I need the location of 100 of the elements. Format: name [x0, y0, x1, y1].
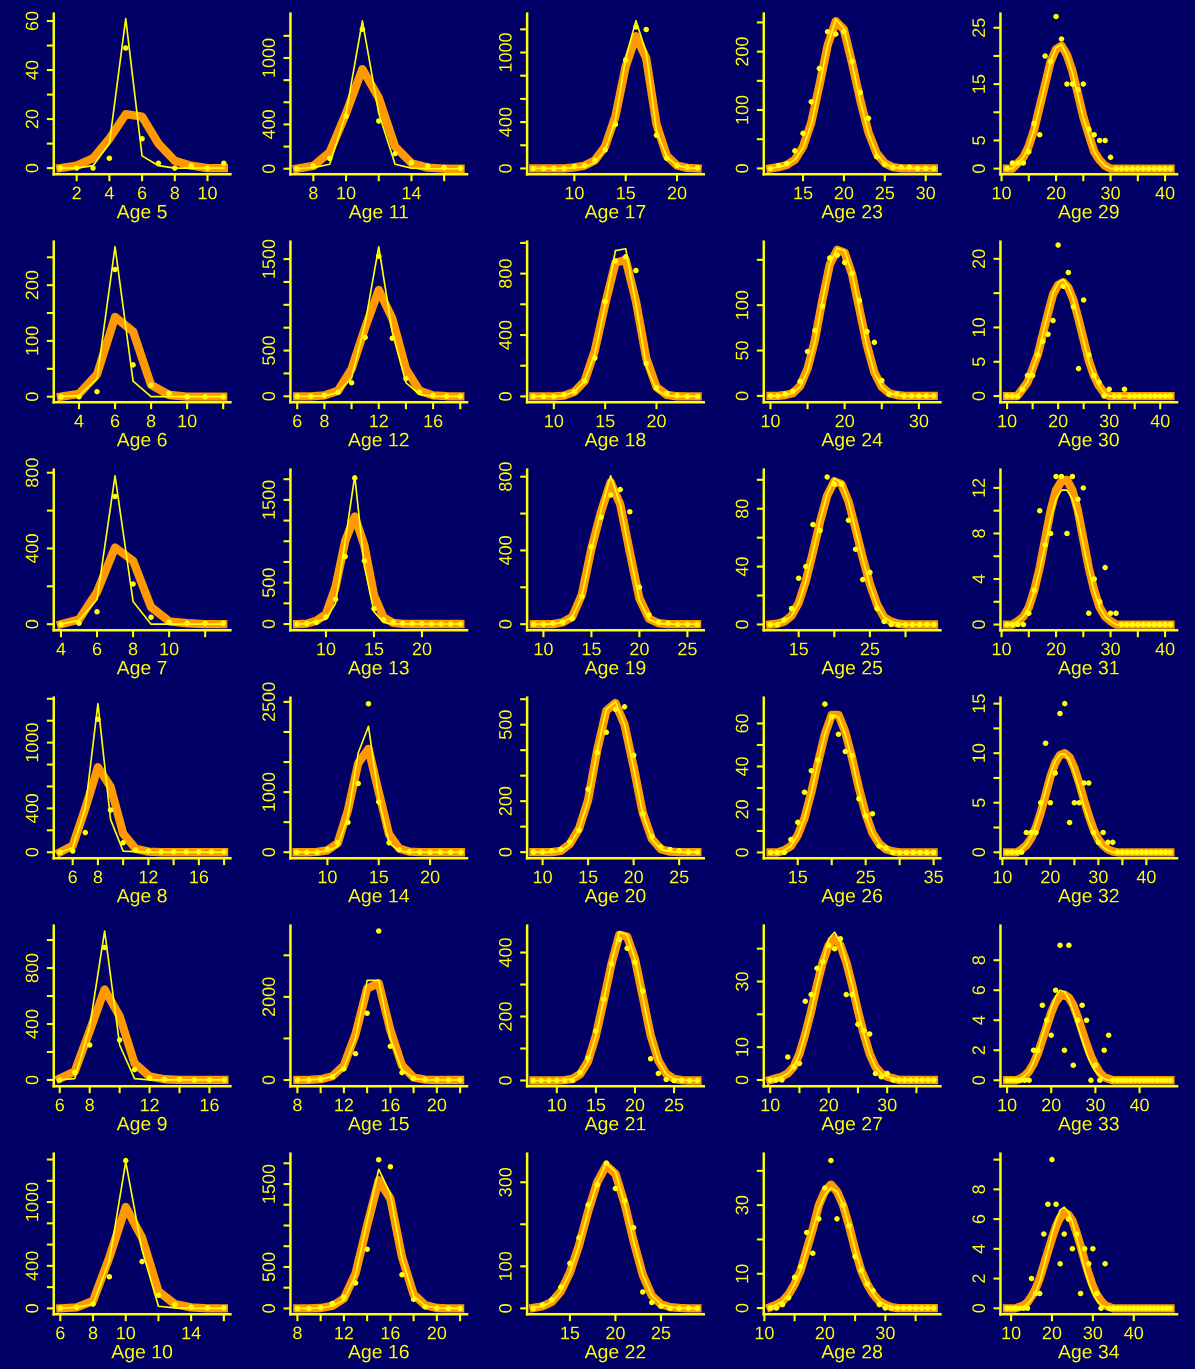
- y-tick-label: 800: [25, 458, 39, 487]
- x-tick-label: 12: [139, 870, 158, 884]
- y-tick-label: 0: [972, 1075, 986, 1085]
- x-axis-title: Age 33: [1057, 1116, 1119, 1135]
- y-tick-label: 100: [735, 95, 749, 124]
- y-tick-label: 0: [25, 1075, 39, 1085]
- y-tick-label: 2500: [262, 682, 276, 722]
- x-tick-label: 30: [876, 1326, 895, 1340]
- y-tick-label: 0: [262, 1304, 276, 1313]
- y-tick-label: 2: [972, 1046, 985, 1055]
- x-tick-label: 15: [789, 870, 808, 884]
- x-tick-label: 15: [370, 870, 389, 884]
- y-tick-label: 50: [735, 341, 749, 360]
- y-tick-label: 8: [972, 1185, 986, 1194]
- x-tick-label: 20: [420, 870, 440, 884]
- y-tick-label: 40: [735, 757, 749, 777]
- x-tick-label: 20: [835, 414, 855, 428]
- x-axis-title: Age 5: [116, 204, 167, 223]
- y-tick-label: 0: [498, 1076, 512, 1085]
- y-tick-label: 800: [25, 953, 39, 983]
- x-tick-label: 30: [877, 1098, 897, 1112]
- x-tick-label: 10: [534, 642, 553, 656]
- x-tick-label: 6: [293, 414, 302, 428]
- x-tick-label: 30: [1101, 186, 1120, 200]
- x-tick-label: 12: [370, 414, 388, 428]
- x-tick-label: 10: [178, 414, 197, 428]
- x-axis-title: Age 10: [111, 1344, 173, 1363]
- y-tick-label: 60: [25, 11, 39, 31]
- x-tick-label: 40: [1155, 186, 1175, 200]
- y-tick-label: 5: [972, 357, 986, 367]
- x-tick-label: 8: [85, 1098, 94, 1112]
- y-tick-label: 20: [972, 249, 986, 268]
- x-tick-label: 20: [1046, 186, 1066, 200]
- x-tick-label: 30: [1086, 1098, 1105, 1112]
- x-tick-label: 16: [190, 870, 209, 884]
- x-axis-title: Age 25: [821, 660, 883, 679]
- x-tick-label: 10: [992, 642, 1011, 656]
- y-tick-label: 400: [498, 536, 512, 566]
- x-axis-title: Age 13: [347, 660, 409, 679]
- y-tick-label: 200: [735, 37, 749, 66]
- y-tick-label: 5: [972, 798, 986, 808]
- x-tick-label: 10: [1002, 1326, 1021, 1340]
- x-tick-label: 10: [533, 870, 552, 884]
- y-tick-label: 800: [498, 462, 512, 491]
- x-tick-label: 16: [381, 1098, 400, 1112]
- x-tick-label: 10: [761, 414, 780, 428]
- y-tick-label: 0: [972, 1303, 986, 1313]
- x-axis-title: Age 23: [821, 204, 883, 223]
- y-tick-label: 200: [498, 1002, 512, 1031]
- y-tick-label: 0: [498, 392, 512, 401]
- x-tick-label: 15: [794, 186, 813, 200]
- x-tick-label: 12: [335, 1326, 354, 1340]
- x-tick-label: 20: [815, 1326, 835, 1340]
- x-axis-title: Age 17: [584, 204, 646, 223]
- y-tick-label: 80: [735, 499, 749, 518]
- y-tick-label: 1000: [262, 772, 276, 811]
- y-tick-label: 12: [972, 478, 985, 497]
- y-tick-label: 0: [498, 1304, 512, 1313]
- y-tick-label: 10: [972, 318, 986, 337]
- y-tick-label: 800: [498, 259, 512, 288]
- y-tick-label: 0: [735, 1075, 749, 1085]
- x-tick-label: 12: [140, 1098, 159, 1112]
- y-tick-label: 4: [972, 574, 985, 584]
- y-tick-label: 0: [25, 847, 39, 857]
- x-tick-label: 20: [647, 414, 666, 428]
- y-tick-label: 0: [262, 391, 276, 401]
- y-tick-label: 0: [498, 619, 512, 629]
- x-tick-label: 30: [1099, 414, 1119, 428]
- y-tick-label: 200: [25, 270, 39, 300]
- y-tick-label: 400: [25, 1251, 39, 1281]
- y-tick-label: 0: [498, 847, 512, 857]
- y-tick-label: 100: [735, 290, 749, 319]
- x-tick-label: 30: [1089, 870, 1108, 884]
- y-tick-label: 400: [262, 110, 276, 140]
- x-tick-label: 25: [856, 870, 875, 884]
- x-tick-label: 8: [293, 1098, 302, 1112]
- y-tick-label: 4: [972, 1015, 985, 1025]
- x-tick-label: 15: [790, 642, 808, 656]
- x-axis-title: Age 34: [1057, 1344, 1120, 1363]
- y-tick-label: 0: [262, 847, 276, 857]
- x-axis-title: Age 26: [821, 888, 883, 907]
- y-tick-label: 4: [972, 1244, 985, 1254]
- x-axis-title: Age 30: [1057, 432, 1119, 451]
- x-tick-label: 8: [293, 1326, 302, 1340]
- x-tick-label: 10: [755, 1326, 774, 1340]
- y-tick-label: 300: [498, 1167, 512, 1197]
- x-axis-title: Age 15: [347, 1116, 409, 1135]
- y-tick-label: 1500: [262, 239, 276, 278]
- x-tick-label: 15: [617, 186, 635, 200]
- y-tick-label: 10: [735, 1037, 749, 1056]
- y-tick-label: 100: [498, 1251, 512, 1281]
- y-tick-label: 8: [972, 955, 986, 965]
- x-tick-label: 8: [170, 186, 180, 200]
- y-tick-label: 30: [735, 1195, 749, 1215]
- y-tick-label: 0: [972, 620, 986, 629]
- x-tick-label: 40: [1155, 642, 1175, 656]
- x-tick-label: 8: [128, 642, 138, 656]
- x-tick-label: 16: [424, 414, 443, 428]
- y-tick-label: 400: [498, 320, 512, 350]
- x-axis-title: Age 28: [821, 1344, 883, 1363]
